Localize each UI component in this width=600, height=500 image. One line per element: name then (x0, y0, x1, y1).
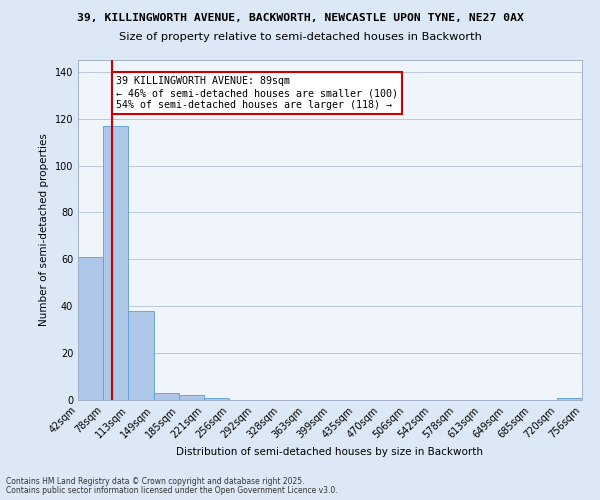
Bar (557, 398, 582, 400)
X-axis label: Distribution of semi-detached houses by size in Backworth: Distribution of semi-detached houses by … (176, 446, 484, 456)
Y-axis label: Number of semi-detached properties: Number of semi-detached properties (39, 134, 49, 326)
Bar (204, 398, 229, 400)
Text: Size of property relative to semi-detached houses in Backworth: Size of property relative to semi-detach… (119, 32, 481, 42)
Bar (154, 393, 179, 400)
Text: Contains HM Land Registry data © Crown copyright and database right 2025.: Contains HM Land Registry data © Crown c… (6, 477, 305, 486)
Bar (78, 257, 103, 400)
Bar (128, 311, 154, 400)
Text: Contains public sector information licensed under the Open Government Licence v3: Contains public sector information licen… (6, 486, 338, 495)
Bar (103, 126, 128, 400)
Bar (179, 396, 204, 400)
Text: 39 KILLINGWORTH AVENUE: 89sqm
← 46% of semi-detached houses are smaller (100)
54: 39 KILLINGWORTH AVENUE: 89sqm ← 46% of s… (116, 76, 398, 110)
Text: 39, KILLINGWORTH AVENUE, BACKWORTH, NEWCASTLE UPON TYNE, NE27 0AX: 39, KILLINGWORTH AVENUE, BACKWORTH, NEWC… (77, 12, 523, 22)
